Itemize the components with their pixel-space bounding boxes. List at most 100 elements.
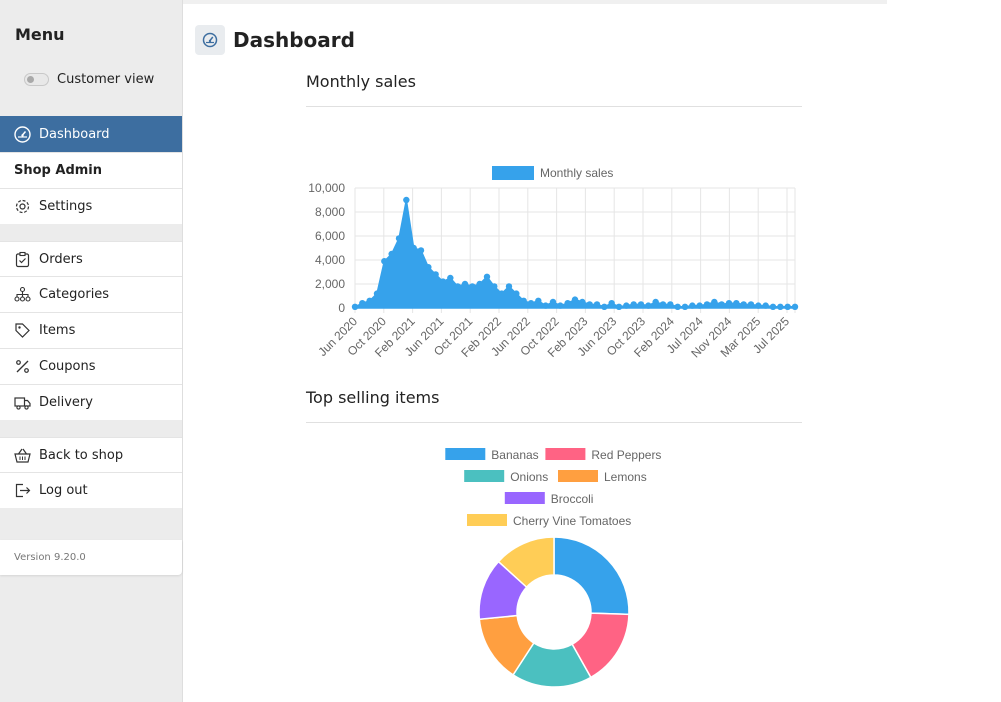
data-point (439, 278, 447, 285)
data-point (725, 300, 733, 307)
sidebar-section-label: Shop Admin (14, 163, 103, 178)
top-selling-items-title: Top selling items (306, 388, 440, 407)
legend-swatch (445, 448, 486, 460)
data-point (608, 300, 615, 307)
sidebar-item-delivery[interactable]: Delivery (0, 384, 182, 420)
data-point (601, 303, 608, 310)
y-tick-label: 8,000 (315, 205, 345, 219)
data-point (520, 297, 527, 304)
chart-legend: Monthly sales (492, 166, 613, 180)
sidebar-item-label: Back to shop (39, 448, 124, 463)
data-point (535, 297, 542, 304)
sidebar-item-label: Log out (39, 483, 88, 498)
gear-icon (14, 198, 31, 215)
basket-icon (14, 447, 31, 464)
sales-area (354, 199, 796, 309)
sidebar-item-items[interactable]: Items (0, 312, 182, 348)
data-point (703, 301, 711, 308)
y-tick-label: 6,000 (315, 229, 345, 243)
legend-label: Bananas (491, 448, 538, 462)
sidebar-section-shop-admin: Shop Admin (0, 152, 182, 188)
dashboard-gauge-icon (14, 125, 31, 143)
data-point (359, 300, 366, 307)
data-point (542, 302, 549, 309)
legend-label: Red Peppers (591, 448, 661, 462)
customer-view-label: Customer view (57, 72, 155, 87)
top-border (183, 0, 887, 4)
tag-icon (14, 322, 31, 339)
sidebar-item-label: Categories (39, 287, 110, 302)
data-point (791, 303, 799, 310)
data-point (564, 300, 571, 307)
data-point (652, 298, 659, 306)
sidebar-item-label: Items (39, 323, 76, 338)
data-point (674, 303, 681, 310)
logout-icon (14, 482, 31, 499)
legend-label: Cherry Vine Tomatoes (513, 514, 631, 528)
data-point (447, 274, 454, 282)
data-point (469, 283, 476, 290)
data-point (513, 290, 520, 297)
y-tick-label: 4,000 (315, 253, 345, 267)
data-point (615, 303, 623, 310)
data-point (659, 301, 667, 308)
data-point (630, 301, 637, 308)
customer-view-toggle-row[interactable]: Customer view (24, 72, 154, 87)
legend-label: Monthly sales (540, 166, 613, 180)
data-point (747, 301, 755, 308)
legend-swatch (492, 166, 534, 180)
data-point (740, 301, 747, 308)
data-point (696, 302, 703, 309)
truck-icon (14, 394, 31, 411)
data-point (593, 301, 601, 308)
data-point (645, 302, 652, 309)
data-point (388, 250, 395, 258)
data-point (366, 297, 373, 304)
data-point (461, 280, 469, 288)
menu-title: Menu (15, 25, 65, 44)
monthly-sales-title: Monthly sales (306, 72, 416, 91)
data-point (483, 273, 491, 280)
page-title: Dashboard (233, 28, 355, 52)
sidebar-item-coupons[interactable]: Coupons (0, 348, 182, 384)
sidebar-item-label: Dashboard (39, 126, 110, 142)
data-point (667, 301, 674, 308)
sidebar-item-back-to-shop[interactable]: Back to shop (0, 437, 182, 473)
customer-view-toggle[interactable] (24, 73, 49, 86)
top-selling-items-chart: Bananas Red Peppers Onions Lemons Broccoli Ch… (445, 448, 661, 688)
data-point (432, 271, 439, 278)
data-point (373, 290, 381, 297)
version-label: Version 9.20.0 (0, 540, 182, 575)
data-point (711, 298, 718, 306)
sidebar-item-label: Orders (39, 252, 83, 267)
sidebar: Menu Customer view Dashboard Shop Admin … (0, 0, 183, 702)
legend-label: Broccoli (551, 492, 594, 506)
data-point (623, 302, 630, 309)
data-point (417, 247, 425, 254)
sidebar-item-categories[interactable]: Categories (0, 276, 182, 312)
data-point (681, 303, 689, 310)
sidebar-item-label: Coupons (39, 359, 96, 374)
sidebar-item-settings[interactable]: Settings (0, 188, 182, 224)
sidebar-item-log-out[interactable]: Log out (0, 472, 182, 508)
data-point (755, 302, 762, 309)
sidebar-item-dashboard[interactable]: Dashboard (0, 116, 182, 152)
data-point (381, 258, 388, 265)
legend-label: Lemons (604, 470, 647, 484)
data-point (505, 283, 513, 290)
data-point (403, 196, 410, 204)
legend-swatch (464, 470, 505, 482)
clipboard-check-icon (14, 251, 31, 268)
data-point (498, 290, 505, 297)
doughnut-slice (553, 536, 630, 616)
data-point (527, 300, 535, 307)
sidebar-item-orders[interactable]: Orders (0, 241, 182, 277)
percent-icon (14, 358, 31, 375)
data-point (784, 303, 791, 310)
data-point (762, 302, 769, 309)
data-point (718, 301, 725, 308)
data-point (557, 302, 564, 309)
data-point (579, 298, 586, 306)
doughnut-slice (497, 536, 555, 589)
divider (306, 422, 802, 423)
